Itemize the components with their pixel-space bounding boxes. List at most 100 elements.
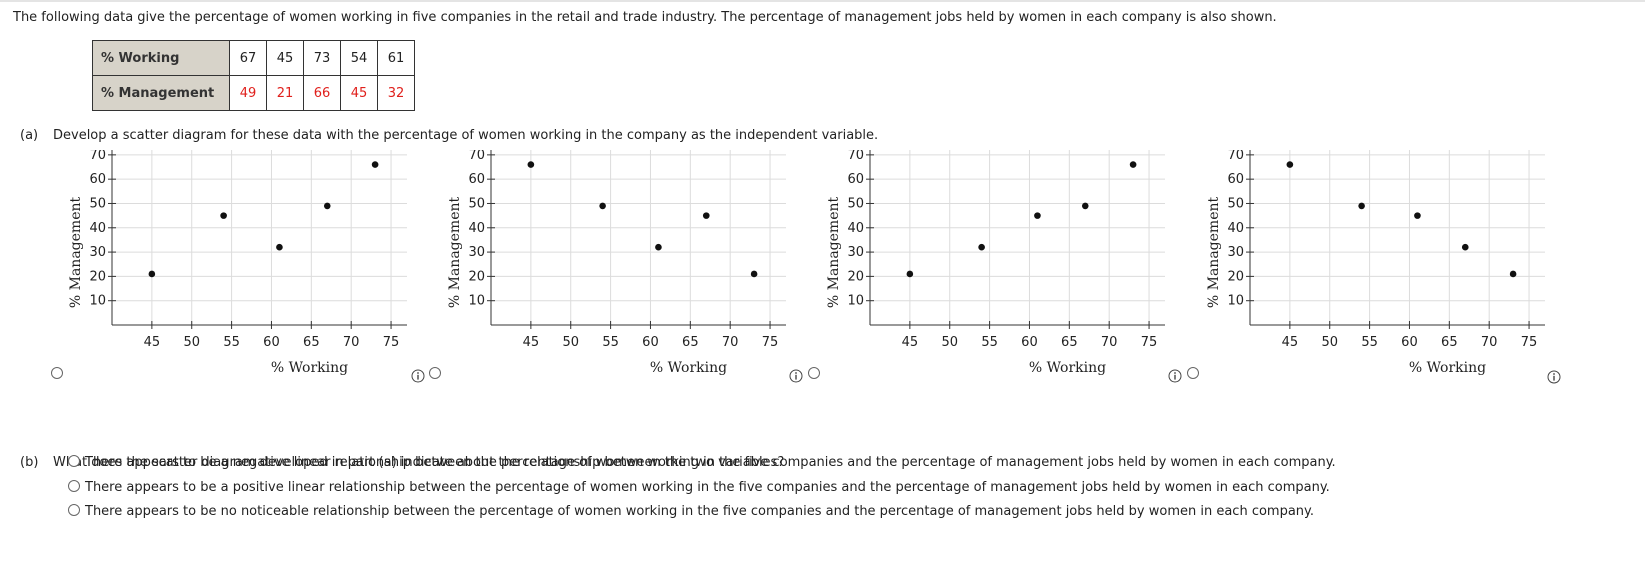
answer-option-none[interactable]: There appears to be no noticeable relati… (68, 504, 1314, 519)
intro-text: The following data give the percentage o… (13, 10, 1277, 25)
x-tick-label: 70 (343, 335, 360, 350)
x-tick-label: 50 (183, 335, 200, 350)
x-tick-label: 45 (902, 335, 919, 350)
x-tick-label: 65 (303, 335, 320, 350)
scatter-plot-option-4: 10 20 30 40 50 60 70 45 50 55 60 65 70 75 % Working % M… (1206, 150, 1545, 376)
info-icon[interactable] (1547, 370, 1561, 384)
x-axis-label: % Working (650, 360, 727, 376)
plot-option-1-radio[interactable] (51, 367, 63, 379)
x-tick-label: 45 (1282, 335, 1299, 350)
y-tick-label: 40 (1227, 221, 1244, 236)
x-tick-label: 65 (682, 335, 699, 350)
y-tick-label: 10 (89, 294, 106, 309)
plot-option-4-radio[interactable] (1187, 367, 1199, 379)
x-tick-label: 60 (1021, 335, 1038, 350)
y-tick-label: 40 (847, 221, 864, 236)
x-tick-label: 45 (523, 335, 540, 350)
row-label-management: % Management (92, 75, 230, 111)
data-point (1461, 243, 1469, 251)
scatter-plot-option-3: 10 20 30 40 50 60 70 45 50 55 60 65 70 75 % Working % M… (826, 150, 1165, 376)
y-axis-label: % Management (826, 197, 842, 309)
y-tick-label: 10 (468, 294, 485, 309)
x-tick-label: 55 (223, 335, 240, 350)
x-tick-label: 60 (1401, 335, 1418, 350)
y-tick-label: 10 (847, 294, 864, 309)
y-tick-label: 70 (847, 150, 864, 163)
data-point (1129, 161, 1137, 168)
x-tick-label: 55 (1361, 335, 1378, 350)
working-value: 45 (266, 40, 304, 76)
management-row: % Management 49 21 66 45 32 (92, 75, 415, 111)
y-tick-label: 10 (1227, 294, 1244, 309)
y-tick-label: 70 (468, 150, 485, 163)
y-tick-label: 20 (1227, 269, 1244, 284)
data-point (1081, 202, 1089, 210)
x-tick-label: 75 (1521, 335, 1538, 350)
data-point (906, 270, 914, 278)
answer-radio-none[interactable] (68, 504, 80, 516)
y-tick-label: 30 (89, 245, 106, 260)
y-axis-label: % Management (1206, 197, 1222, 309)
scatter-plot-option-1: 10 20 30 40 50 60 70 45 50 55 60 65 70 75 % Working % M… (68, 150, 407, 376)
info-icon[interactable] (411, 369, 425, 383)
plot-option-2-radio[interactable] (429, 367, 441, 379)
working-value: 54 (340, 40, 378, 76)
y-tick-label: 60 (1227, 172, 1244, 187)
management-value: 66 (303, 75, 341, 111)
y-tick-label: 50 (847, 196, 864, 211)
top-divider (0, 0, 1645, 2)
info-icon[interactable] (1168, 369, 1182, 383)
data-point (1414, 212, 1421, 219)
data-point (527, 161, 535, 168)
y-tick-label: 40 (89, 221, 106, 236)
x-tick-label: 55 (602, 335, 619, 350)
y-axis-label: % Management (447, 197, 463, 309)
working-value: 67 (229, 40, 267, 76)
data-point (599, 202, 606, 210)
y-tick-label: 40 (468, 221, 485, 236)
y-tick-label: 30 (1227, 245, 1244, 260)
answer-radio-negative[interactable] (68, 455, 80, 467)
data-point (1286, 161, 1294, 168)
y-tick-label: 70 (1227, 150, 1244, 163)
answer-radio-positive[interactable] (68, 480, 80, 492)
plot-option-3-radio[interactable] (808, 367, 820, 379)
x-tick-label: 55 (981, 335, 998, 350)
part-b-text: What does the scatter diagram developed … (53, 455, 785, 470)
y-tick-label: 50 (89, 196, 106, 211)
data-point (655, 243, 662, 251)
management-value: 49 (229, 75, 267, 111)
y-tick-label: 60 (468, 172, 485, 187)
data-point (276, 243, 283, 251)
x-tick-label: 65 (1061, 335, 1078, 350)
part-b-label: (b) (20, 455, 39, 470)
row-label-working: % Working (92, 40, 230, 76)
y-tick-label: 70 (89, 150, 106, 163)
working-value: 73 (303, 40, 341, 76)
management-value: 32 (377, 75, 415, 111)
data-point (750, 270, 758, 278)
part-a-label: (a) (20, 128, 39, 143)
part-b-question: (b) What does the scatter diagram develop… (20, 455, 784, 470)
info-icon[interactable] (789, 369, 803, 383)
answer-option-negative[interactable]: There appears to be a negative linear re… (68, 455, 1336, 470)
y-tick-label: 60 (847, 172, 864, 187)
working-value: 61 (377, 40, 415, 76)
x-tick-label: 75 (383, 335, 400, 350)
x-tick-label: 70 (1481, 335, 1498, 350)
data-point (148, 270, 156, 278)
x-tick-label: 50 (1321, 335, 1338, 350)
y-axis-label: % Management (68, 197, 84, 309)
x-tick-label: 65 (1441, 335, 1458, 350)
answer-option-positive[interactable]: There appears to be a positive linear re… (68, 480, 1330, 495)
y-tick-label: 30 (468, 245, 485, 260)
x-axis-label: % Working (1029, 360, 1106, 376)
scatter-plot-option-2: 10 20 30 40 50 60 70 45 50 55 60 65 70 75 % Working % M… (447, 150, 786, 376)
x-tick-label: 70 (1101, 335, 1118, 350)
data-point (220, 212, 227, 219)
x-tick-label: 60 (263, 335, 280, 350)
y-tick-label: 50 (468, 196, 485, 211)
answer-text: There appears to be a negative linear re… (85, 455, 1336, 470)
x-axis-label: % Working (271, 360, 348, 376)
x-tick-label: 75 (1141, 335, 1158, 350)
